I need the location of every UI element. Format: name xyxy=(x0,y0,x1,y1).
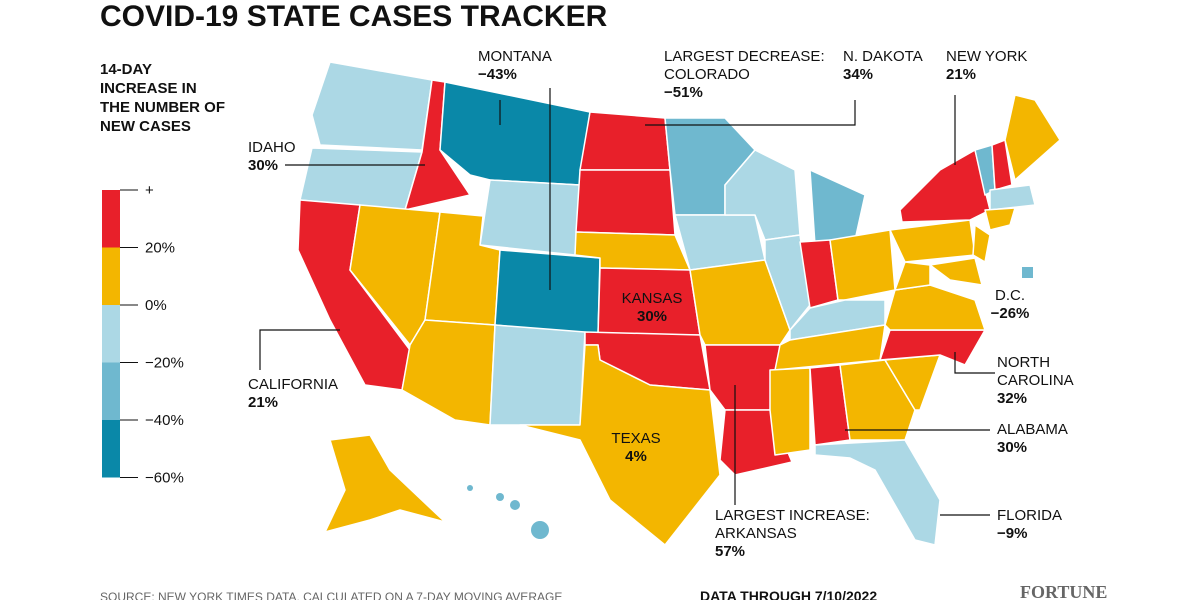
state-tx xyxy=(519,344,721,546)
callout-value: −26% xyxy=(991,305,1030,322)
callout-name: N. DAKOTA xyxy=(843,48,923,65)
legend-swatch xyxy=(102,190,120,248)
callout-name: CALIFORNIA xyxy=(248,376,338,393)
state-nd xyxy=(579,111,671,171)
state-fl xyxy=(814,439,941,546)
callout-name: MONTANA xyxy=(478,48,552,65)
callouts: MONTANA−43% LARGEST DECREASE: COLORADO−51%… xyxy=(248,48,1074,560)
state-pa xyxy=(889,219,976,263)
state-hi xyxy=(467,485,549,539)
state-wy xyxy=(479,179,581,256)
state-dc xyxy=(1022,267,1033,278)
legend: 14-DAY INCREASE IN THE NUMBER OF NEW CASES +… xyxy=(100,61,225,487)
callout-value: 30% xyxy=(637,308,667,325)
legend-label: + xyxy=(145,182,154,199)
state-tn xyxy=(774,324,886,371)
callout-name: NEW YORK xyxy=(946,48,1027,65)
callout-name: IDAHO xyxy=(248,139,296,156)
callout-value: 4% xyxy=(625,448,647,465)
callout-value: 30% xyxy=(248,157,278,174)
state-me xyxy=(1004,94,1061,181)
state-ms xyxy=(769,367,811,456)
callout-name: D.C. xyxy=(995,287,1025,304)
state-ct xyxy=(984,207,1016,231)
state-mi xyxy=(809,169,866,246)
state-wv xyxy=(894,261,931,291)
callout-value: 21% xyxy=(248,394,278,411)
state-nj xyxy=(972,224,991,263)
state-nc xyxy=(879,329,986,366)
state-ar xyxy=(704,344,781,411)
state-il xyxy=(764,234,811,331)
callout-value: 32% xyxy=(997,390,1027,407)
state-ma xyxy=(989,184,1036,211)
callout-value: −51% xyxy=(664,84,703,101)
callout-name: TEXAS xyxy=(611,430,660,447)
legend-swatch xyxy=(102,362,120,420)
state-or xyxy=(299,147,423,211)
source: SOURCE: NEW YORK TIMES DATA, CALCULATED … xyxy=(100,590,562,600)
callout-value: 57% xyxy=(715,543,745,560)
state-nh xyxy=(991,139,1013,191)
legend-label: −20% xyxy=(145,355,184,372)
state-co xyxy=(494,249,601,336)
callout-value: 21% xyxy=(946,66,976,83)
state-mt xyxy=(439,81,591,186)
callout-name: ALABAMA xyxy=(997,421,1068,438)
callout-value: 30% xyxy=(997,439,1027,456)
leaders xyxy=(259,88,995,516)
legend-swatch xyxy=(102,420,120,478)
legend-label: 0% xyxy=(145,297,167,314)
callout-name: FLORIDA xyxy=(997,507,1062,524)
date: DATA THROUGH 7/10/2022 xyxy=(700,588,877,600)
legend-label: −40% xyxy=(145,412,184,429)
callout-value: −9% xyxy=(997,525,1027,542)
callout-name: LARGEST INCREASE: ARKANSAS xyxy=(715,507,870,542)
callout-value: 34% xyxy=(843,66,873,83)
legend-label: 20% xyxy=(145,240,175,257)
legend-label: −60% xyxy=(145,470,184,487)
callout-name: NORTH CAROLINA xyxy=(997,354,1074,389)
state-va xyxy=(884,284,986,331)
title: COVID-19 STATE CASES TRACKER xyxy=(100,0,608,33)
brand: FORTUNE xyxy=(1020,582,1107,600)
state-oh xyxy=(829,229,896,301)
state-sd xyxy=(575,169,676,236)
legend-title: 14-DAY INCREASE IN THE NUMBER OF NEW CASES xyxy=(100,61,225,135)
legend-swatch xyxy=(102,247,120,305)
legend-swatch xyxy=(102,305,120,363)
state-az xyxy=(401,319,496,426)
state-ak xyxy=(324,434,446,533)
state-ny xyxy=(899,149,991,223)
state-wa xyxy=(311,61,433,151)
callout-name: LARGEST DECREASE: COLORADO xyxy=(664,48,825,83)
callout-value: −43% xyxy=(478,66,517,83)
callout-name: KANSAS xyxy=(622,290,683,307)
state-nm xyxy=(489,324,586,426)
us-map xyxy=(297,61,1061,546)
state-md xyxy=(929,257,983,286)
